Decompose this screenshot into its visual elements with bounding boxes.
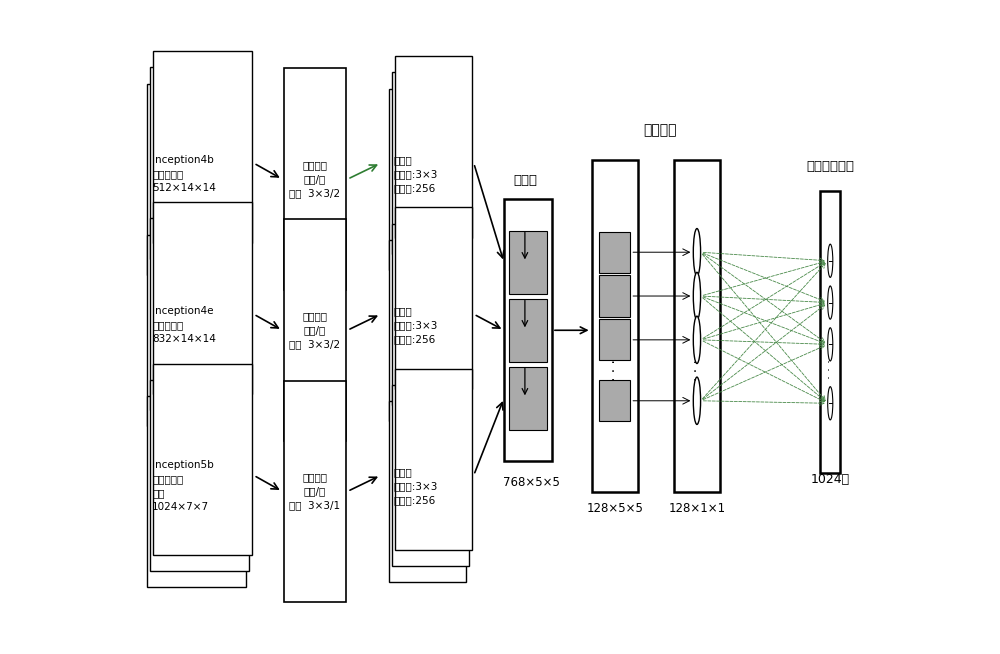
Bar: [147, 235, 246, 426]
Bar: [388, 239, 466, 421]
Text: 局部聚合向量: 局部聚合向量: [806, 160, 854, 173]
Text: 128×5×5: 128×5×5: [586, 502, 643, 515]
Bar: [388, 401, 466, 582]
Text: 卷积层
核大小:3×3
核个数:256: 卷积层 核大小:3×3 核个数:256: [394, 306, 438, 344]
Bar: [153, 202, 252, 394]
Bar: [504, 199, 552, 461]
Bar: [150, 379, 249, 571]
Circle shape: [693, 228, 701, 276]
Circle shape: [828, 387, 833, 420]
Bar: [150, 218, 249, 410]
Bar: [509, 231, 547, 294]
Bar: [599, 380, 630, 421]
Bar: [599, 275, 630, 317]
Text: 卷积层
核大小:3×3
核个数:256: 卷积层 核大小:3×3 核个数:256: [394, 155, 438, 193]
Text: 最大池化
大小/步
长：  3×3/1: 最大池化 大小/步 长： 3×3/1: [289, 472, 340, 510]
Text: · · ·: · · ·: [690, 359, 704, 381]
Bar: [284, 381, 346, 602]
Bar: [284, 220, 346, 441]
Bar: [153, 364, 252, 555]
Bar: [820, 191, 840, 473]
Bar: [395, 56, 472, 237]
Bar: [153, 51, 252, 243]
Text: 合并层: 合并层: [513, 174, 537, 187]
Circle shape: [693, 272, 701, 320]
Bar: [284, 69, 346, 290]
Bar: [509, 367, 547, 430]
Bar: [147, 84, 246, 275]
Circle shape: [828, 244, 833, 277]
Bar: [150, 67, 249, 259]
Bar: [392, 224, 469, 405]
Bar: [599, 232, 630, 273]
Text: · · ·: · · ·: [608, 359, 622, 381]
Bar: [392, 385, 469, 566]
Circle shape: [693, 377, 701, 424]
Circle shape: [693, 316, 701, 364]
Text: 128×1×1: 128×1×1: [668, 502, 726, 515]
Bar: [395, 207, 472, 388]
Text: 768×5×5: 768×5×5: [503, 476, 560, 489]
Bar: [674, 160, 720, 492]
Bar: [388, 88, 466, 270]
Text: · · ·: · · ·: [824, 359, 837, 379]
Bar: [395, 369, 472, 550]
Circle shape: [828, 328, 833, 361]
Bar: [592, 160, 638, 492]
Bar: [599, 319, 630, 360]
Text: 总和池化: 总和池化: [643, 124, 676, 137]
Text: 最大池化
大小/步
长：  3×3/2: 最大池化 大小/步 长： 3×3/2: [289, 160, 340, 198]
Circle shape: [828, 286, 833, 319]
Text: Inception4b
输出特征：
512×14×14: Inception4b 输出特征： 512×14×14: [152, 155, 216, 193]
Text: 最大池化
大小/步
长：  3×3/2: 最大池化 大小/步 长： 3×3/2: [289, 311, 340, 349]
Text: Inception4e
输出特征：
832×14×14: Inception4e 输出特征： 832×14×14: [152, 306, 216, 344]
Text: Inception5b
输出特征大
小：
1024×7×7: Inception5b 输出特征大 小： 1024×7×7: [152, 460, 214, 512]
Text: 1024维: 1024维: [811, 473, 850, 486]
Bar: [509, 299, 547, 362]
Bar: [147, 396, 246, 587]
Bar: [392, 73, 469, 254]
Text: 卷积层
核大小:3×3
核个数:256: 卷积层 核大小:3×3 核个数:256: [394, 468, 438, 506]
